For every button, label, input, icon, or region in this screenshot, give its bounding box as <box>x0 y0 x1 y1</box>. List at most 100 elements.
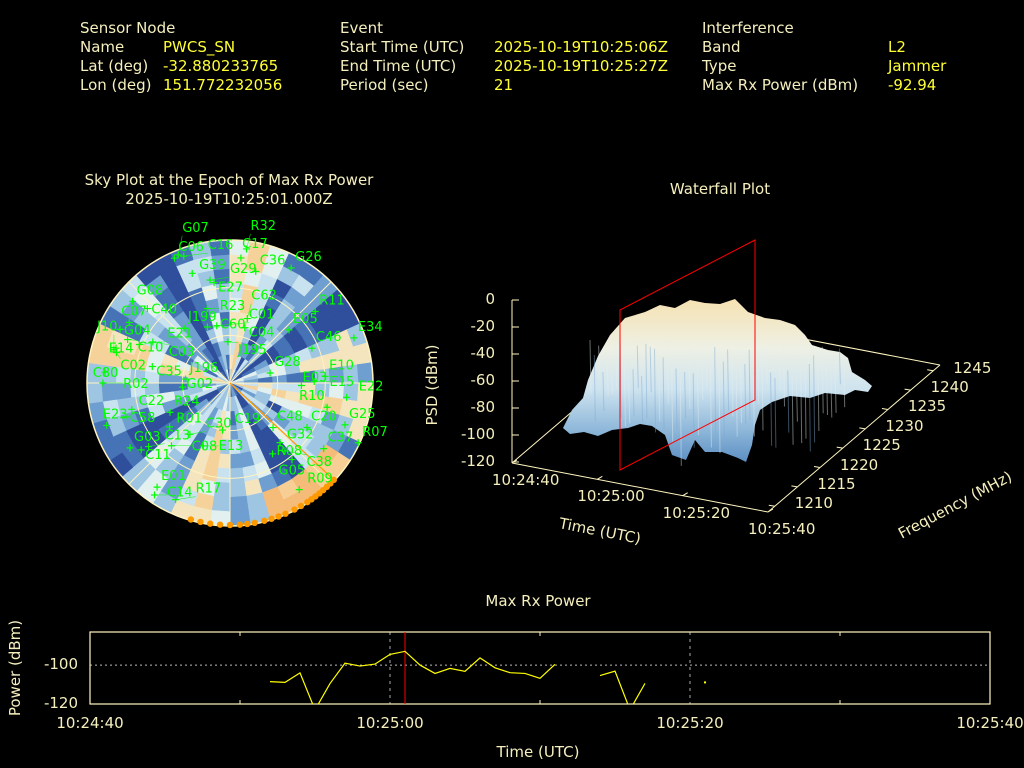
surface-streak <box>632 369 635 417</box>
power-chart-title: Max Rx Power <box>485 592 591 610</box>
satellite-label: C19 <box>235 412 261 427</box>
lat-label: Lat (deg) <box>80 57 149 75</box>
plot-frame <box>89 631 991 705</box>
frequency-tick <box>904 388 911 391</box>
surface-streak <box>701 351 704 401</box>
surface-streak <box>718 367 721 454</box>
satellite-label: C38 <box>306 455 332 470</box>
satellite-label: C62 <box>251 289 277 304</box>
surface-streak <box>787 370 790 433</box>
satellite-marker <box>219 426 227 434</box>
time-axis <box>511 462 769 513</box>
satellite-label: E05 <box>293 312 318 327</box>
frequency-tick <box>768 504 775 507</box>
satellite-marker <box>303 423 311 431</box>
psd-tick-label: -120 <box>460 452 495 470</box>
psd-tick-label: -80 <box>470 398 496 416</box>
surface-streak <box>838 348 841 385</box>
satellite-label: C11 <box>145 448 171 463</box>
surface-streak <box>761 350 764 431</box>
surface-streak <box>834 366 837 413</box>
satellite-label: E10 <box>329 358 354 373</box>
surface-streak <box>692 373 695 448</box>
jammer-track-point <box>261 517 268 524</box>
surface-streak <box>684 371 687 419</box>
start-time-label: Start Time (UTC) <box>340 38 465 56</box>
frequency-axis <box>767 364 941 513</box>
jammer-track-point <box>187 516 195 523</box>
satellite-marker <box>199 442 207 450</box>
jammer-track-point <box>216 521 224 528</box>
satellite-label: C01 <box>249 308 275 323</box>
satellite-label: R02 <box>123 377 149 392</box>
satellite-label: G25 <box>349 407 376 422</box>
surface-streak <box>671 367 674 442</box>
satellite-marker <box>308 344 316 352</box>
satellite-marker <box>295 486 303 494</box>
interference-title: Interference <box>702 19 794 37</box>
satellite-marker <box>203 323 211 331</box>
satellite-label: J199 <box>187 310 217 325</box>
name-value: PWCS_SN <box>163 38 236 56</box>
satellite-marker <box>241 324 249 332</box>
satellite-marker <box>170 254 178 262</box>
satellite-marker <box>203 305 211 313</box>
power-x-tick-label: 10:25:20 <box>656 714 724 732</box>
satellite-marker <box>237 254 245 262</box>
satellite-marker <box>243 315 251 323</box>
time-tick <box>511 459 518 464</box>
satellite-label: C14 <box>167 485 193 500</box>
surface-streak <box>804 355 807 439</box>
surface-streak <box>722 361 725 438</box>
time-tick-label: 10:25:00 <box>577 487 645 506</box>
psd-tick-label: 0 <box>485 290 495 308</box>
satellite-marker <box>182 375 190 383</box>
power-series-line <box>270 651 705 709</box>
surface-streak <box>636 345 639 389</box>
satellite-marker <box>281 447 289 455</box>
satellite-label: R23 <box>220 299 246 314</box>
surface-streak <box>791 374 794 445</box>
frequency-tick-label: 1240 <box>930 378 969 397</box>
satellite-label: E15 <box>330 375 355 390</box>
satellite-marker <box>125 318 133 326</box>
power-x-tick-label: 10:25:40 <box>956 714 1024 732</box>
satellite-marker <box>323 403 331 411</box>
satellite-label: C04 <box>249 326 275 341</box>
satellite-marker <box>145 443 153 451</box>
jammer-track-point <box>282 510 289 517</box>
power-y-tick-label: -100 <box>43 655 78 674</box>
jammer-track-point <box>207 520 214 527</box>
satellite-marker <box>166 408 174 416</box>
satellite-label: G03 <box>134 430 161 445</box>
surface-streak <box>765 349 768 385</box>
satellite-marker <box>310 378 318 386</box>
satellite-marker <box>116 325 124 333</box>
jammer-track-point <box>251 519 258 527</box>
satellite-label: G29 <box>230 262 257 277</box>
surface-streak <box>615 345 618 389</box>
satellite-marker <box>149 338 157 346</box>
satellite-label-leader <box>216 322 249 327</box>
max-power-value: -92.94 <box>888 76 937 94</box>
surface-streak <box>731 349 734 417</box>
surface-streak <box>830 373 833 418</box>
satellite-label: C20 <box>311 409 337 424</box>
jammer-track-point <box>236 521 244 528</box>
surface-streak <box>783 346 785 407</box>
period-label: Period (sec) <box>340 76 429 94</box>
lon-value: 151.772232056 <box>163 76 283 94</box>
satellite-marker <box>210 279 218 287</box>
satellite-marker <box>135 341 143 349</box>
epoch-marker-plane <box>619 239 756 471</box>
satellite-marker <box>179 383 187 391</box>
power-y-axis-label: Power (dBm) <box>6 619 24 717</box>
surface-streak <box>813 355 816 443</box>
time-tick <box>597 475 603 480</box>
satellite-marker <box>321 372 329 380</box>
jammer-track-point <box>197 518 204 526</box>
satellite-label: G28 <box>274 355 301 370</box>
surface-streak <box>606 359 609 396</box>
frequency-tick <box>927 369 934 372</box>
